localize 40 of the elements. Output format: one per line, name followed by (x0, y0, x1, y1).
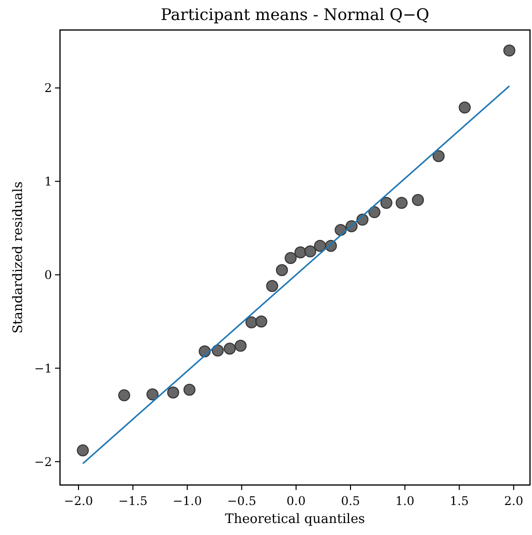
point (284, 252, 297, 264)
point (294, 246, 306, 258)
point (432, 150, 445, 162)
chart-title: Participant means - Normal Q−Q (160, 5, 430, 24)
point (183, 384, 196, 396)
x-axis-title: Theoretical quantiles (225, 512, 365, 527)
point (266, 280, 278, 292)
point (76, 444, 89, 456)
y-tick-label: 1 (44, 174, 52, 189)
point (245, 316, 258, 328)
point (458, 102, 471, 114)
point (118, 389, 130, 402)
point (412, 194, 424, 206)
point (234, 340, 247, 352)
y-tick-label: 2 (44, 81, 52, 96)
point (224, 342, 236, 355)
point (255, 316, 268, 328)
x-tick-label: −1.5 (118, 494, 148, 508)
point (276, 264, 288, 276)
x-tick-label: 2.0 (504, 494, 524, 508)
point (167, 386, 180, 399)
y-tick-label: −2 (34, 454, 52, 469)
x-tick-label: 0.0 (286, 494, 306, 508)
x-tick-label: 1.0 (395, 494, 414, 508)
point (503, 44, 516, 57)
point (212, 344, 224, 356)
x-tick-label: −0.5 (227, 494, 256, 508)
point (146, 388, 158, 400)
point (396, 196, 408, 209)
point (380, 196, 392, 209)
point (314, 240, 326, 252)
x-tick-label: 1.5 (450, 494, 469, 508)
point (304, 245, 316, 258)
x-tick-label: 0.5 (340, 494, 360, 508)
y-tick-label: −1 (34, 361, 52, 376)
x-tick-label: −2.0 (64, 494, 94, 508)
point (368, 206, 380, 218)
y-tick-label: 0 (44, 268, 52, 282)
x-tick-label: −1.0 (172, 494, 202, 508)
y-axis-title: Standardized residuals (11, 181, 26, 334)
